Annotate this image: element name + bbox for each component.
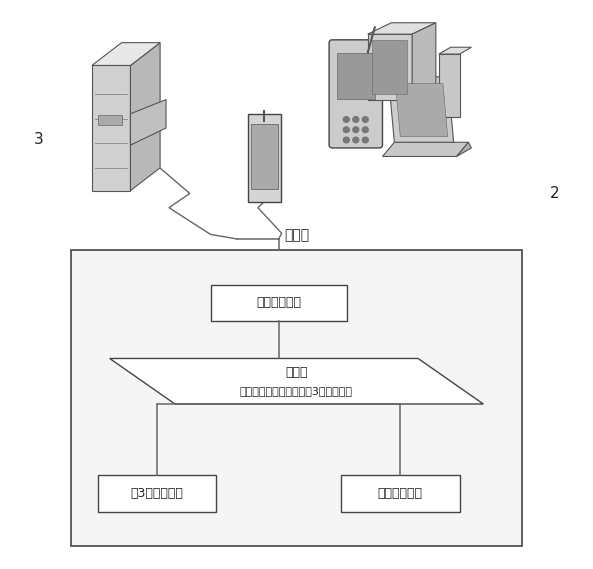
Circle shape	[362, 127, 368, 133]
FancyBboxPatch shape	[329, 40, 382, 148]
Text: 筱格信息模块: 筱格信息模块	[378, 487, 423, 500]
Polygon shape	[130, 43, 160, 191]
Polygon shape	[382, 142, 468, 156]
Circle shape	[353, 117, 359, 122]
Polygon shape	[368, 23, 436, 34]
FancyBboxPatch shape	[211, 284, 347, 321]
Text: 第3方授权模块: 第3方授权模块	[130, 487, 184, 500]
FancyBboxPatch shape	[98, 475, 216, 512]
Polygon shape	[248, 114, 281, 202]
Text: 身份验证模块: 身份验证模块	[256, 296, 301, 310]
Polygon shape	[92, 43, 160, 65]
Polygon shape	[110, 358, 483, 404]
Text: （网点、筱格、用户、第3方授权商）: （网点、筱格、用户、第3方授权商）	[240, 386, 353, 397]
Text: 服务器: 服务器	[284, 228, 309, 242]
Polygon shape	[457, 142, 471, 156]
Polygon shape	[388, 77, 454, 142]
Circle shape	[353, 127, 359, 133]
Polygon shape	[439, 47, 471, 54]
Text: 2: 2	[550, 186, 559, 201]
Circle shape	[362, 117, 368, 122]
Text: 数据库: 数据库	[285, 366, 308, 379]
Circle shape	[353, 137, 359, 143]
FancyBboxPatch shape	[341, 475, 460, 512]
Polygon shape	[372, 40, 407, 94]
Circle shape	[343, 117, 349, 122]
Polygon shape	[251, 124, 278, 189]
FancyBboxPatch shape	[337, 53, 375, 99]
FancyBboxPatch shape	[98, 115, 122, 125]
Polygon shape	[439, 54, 460, 117]
Circle shape	[362, 137, 368, 143]
Polygon shape	[396, 84, 448, 137]
Circle shape	[343, 137, 349, 143]
FancyBboxPatch shape	[71, 250, 522, 546]
Polygon shape	[130, 100, 166, 145]
Polygon shape	[412, 23, 436, 100]
Polygon shape	[92, 65, 130, 191]
Polygon shape	[368, 34, 412, 100]
Circle shape	[343, 127, 349, 133]
Text: 3: 3	[34, 132, 43, 147]
